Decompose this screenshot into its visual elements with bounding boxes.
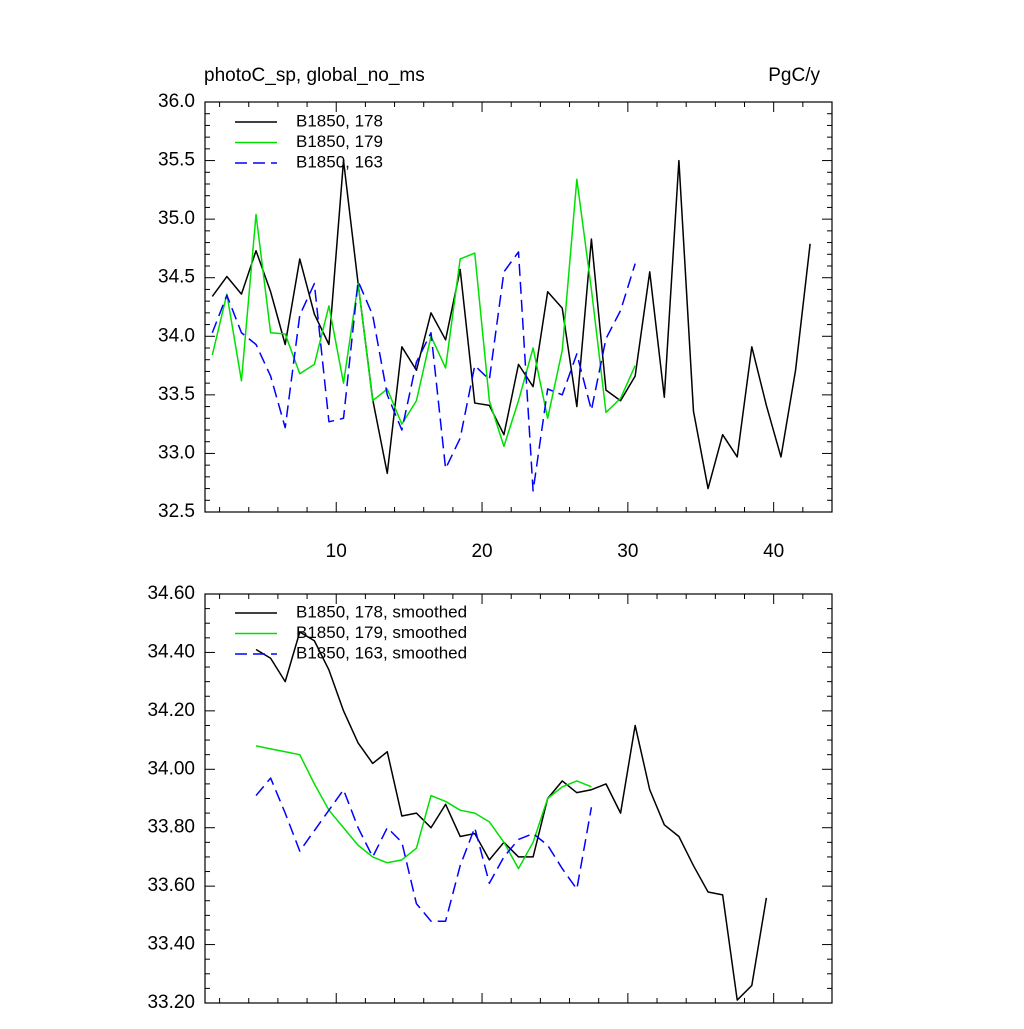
series-line: [255, 631, 768, 1001]
chart-title: photoC_sp, global_no_ms: [204, 65, 425, 86]
legend-label: B1850, 178: [296, 111, 383, 130]
y-tick-label: 35.0: [158, 208, 195, 229]
series-line: [211, 178, 636, 448]
x-tick-label: 20: [471, 541, 492, 562]
plot-frame: [204, 593, 833, 1004]
y-tick-label: 34.20: [147, 700, 195, 721]
legend-label: B1850, 178, smoothed: [296, 602, 467, 621]
y-tick-label: 34.40: [147, 641, 195, 662]
x-tick-label: 30: [617, 541, 638, 562]
units-label: PgC/y: [768, 65, 820, 86]
series-line: [255, 745, 592, 870]
y-tick-label: 34.5: [158, 267, 195, 288]
y-tick-label: 32.5: [158, 501, 195, 522]
y-tick-label: 34.0: [158, 325, 195, 346]
y-tick-label: 33.60: [147, 875, 195, 896]
panel: 33.20 33.40 33.60 33.80 34.00 34.20 34.40 34.60…: [147, 583, 833, 1013]
y-tick-label: 33.80: [147, 817, 195, 838]
x-tick-label: 40: [763, 541, 784, 562]
series-line: [255, 777, 593, 922]
legend-label: B1850, 179: [296, 132, 383, 151]
y-tick-label: 33.20: [147, 992, 195, 1013]
legend-label: B1850, 179, smoothed: [296, 623, 467, 642]
y-tick-label: 33.5: [158, 384, 195, 405]
series-line: [211, 159, 811, 490]
legend-label: B1850, 163, smoothed: [296, 643, 467, 662]
plot-frame: [204, 101, 833, 513]
y-tick-label: 35.5: [158, 150, 195, 171]
y-tick-label: 34.00: [147, 758, 195, 779]
y-tick-label: 36.0: [158, 91, 195, 112]
y-tick-label: 34.60: [147, 583, 195, 604]
y-tick-label: 33.40: [147, 934, 195, 955]
x-tick-label: 10: [326, 541, 347, 562]
panel: 32.5 33.0 33.5 34.0 34.5 35.0 35.5 36.0 10 20 30 40…: [158, 91, 833, 562]
series-line: [211, 251, 636, 492]
y-tick-label: 33.0: [158, 442, 195, 463]
legend-label: B1850, 163: [296, 152, 383, 171]
